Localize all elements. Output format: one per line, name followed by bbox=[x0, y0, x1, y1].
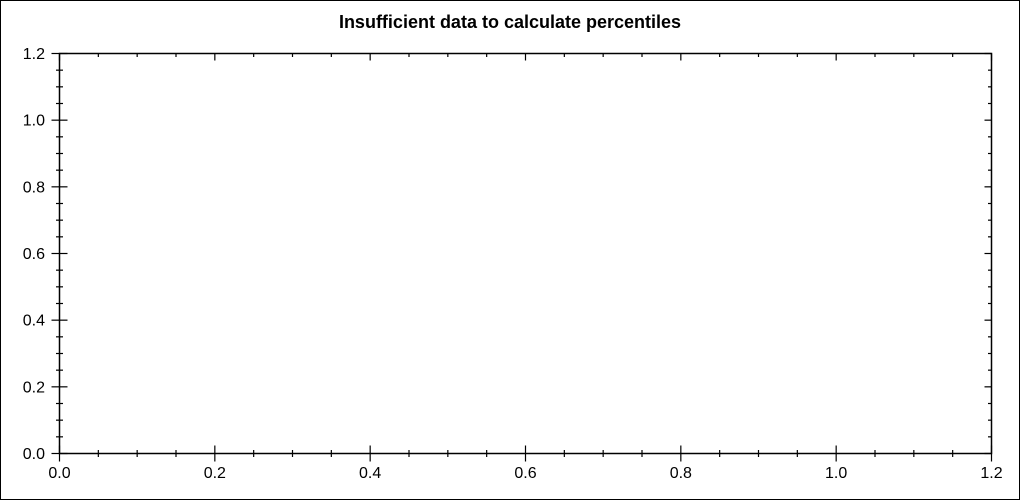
x-tick-label: 1.0 bbox=[825, 465, 847, 482]
y-tick-label: 1.0 bbox=[23, 113, 45, 130]
x-tick-label: 0.4 bbox=[359, 465, 381, 482]
x-tick-label: 1.2 bbox=[980, 465, 1002, 482]
y-tick-label: 0.8 bbox=[23, 179, 45, 196]
y-tick-label: 0.2 bbox=[23, 379, 45, 396]
x-tick-label: 0.0 bbox=[48, 465, 70, 482]
y-tick-label: 0.0 bbox=[23, 446, 45, 463]
x-tick-label: 0.2 bbox=[204, 465, 226, 482]
x-axis: 0.0 0.2 0.4 0.6 0.8 1.0 1.2 bbox=[48, 53, 1003, 482]
y-tick-label: 0.4 bbox=[23, 313, 45, 330]
y-axis: 0.0 0.2 0.4 0.6 0.8 1.0 1.2 bbox=[23, 46, 992, 463]
y-tick-label: 1.2 bbox=[23, 46, 45, 63]
y-tick-label: 0.6 bbox=[23, 246, 45, 263]
x-tick-label: 0.6 bbox=[514, 465, 536, 482]
x-tick-label: 0.8 bbox=[670, 465, 692, 482]
chart-title: Insufficient data to calculate percentil… bbox=[338, 12, 682, 32]
plot-frame bbox=[58, 52, 993, 455]
